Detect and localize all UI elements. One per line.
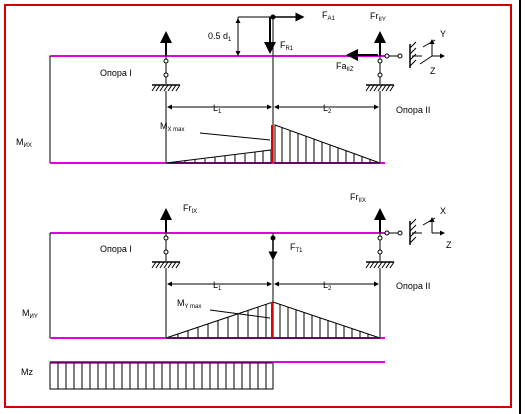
svg-text:FrIIY: FrIIY — [370, 11, 386, 23]
svg-text:L1: L1 — [213, 103, 222, 115]
l2-sub-bottom: 2 — [328, 286, 332, 292]
support-2-label-top: Опора II — [396, 105, 430, 115]
mxmax-sub: X max — [168, 127, 185, 133]
support-1-label-top: Опора I — [100, 68, 132, 78]
support-1-bottom-symbol — [151, 233, 181, 269]
half-d-sub: 1 — [228, 37, 232, 43]
l1-label-bottom: L — [213, 280, 218, 290]
fr2x-label: Fr — [350, 192, 359, 202]
mix-right-triangle — [274, 124, 381, 164]
fr1x-sub: IX — [192, 209, 198, 215]
right-border-line — [519, 0, 521, 414]
ft1-label: F — [290, 242, 296, 252]
svg-text:L1: L1 — [213, 280, 222, 292]
fa1-label: F — [322, 10, 328, 20]
l1-label-top: L — [213, 103, 218, 113]
svg-text:L2: L2 — [323, 103, 332, 115]
svg-text:L2: L2 — [323, 280, 332, 292]
miy-hatching — [177, 304, 369, 338]
axes-triad-bottom — [422, 217, 445, 236]
fr2y-label: Fr — [370, 11, 379, 21]
mxmax-leader — [199, 132, 271, 141]
svg-text:FT1: FT1 — [290, 242, 303, 254]
svg-text:FrIX: FrIX — [183, 203, 197, 215]
miy-label: M — [22, 308, 30, 318]
svg-text:MX max: MX max — [160, 121, 185, 133]
fr2y-sub: IIY — [379, 17, 386, 23]
fixed-end-top — [384, 41, 422, 68]
fr2x-sub: IIX — [359, 198, 366, 204]
mymax-label: M — [177, 298, 185, 308]
bottom-section: FT1 FrIX Опора I FrIIX Опора II — [22, 192, 452, 339]
support-2-label-bottom: Опора II — [396, 281, 430, 291]
svg-text:0.5 d1: 0.5 d1 — [208, 31, 232, 43]
mxmax-label: M — [160, 121, 168, 131]
svg-text:FaIIZ: FaIIZ — [336, 61, 354, 73]
fa2-sub: IIZ — [347, 67, 354, 73]
svg-text:MИX: MИX — [16, 137, 32, 149]
axes-triad-top — [419, 39, 445, 65]
mymax-sub: Y max — [185, 304, 202, 310]
fa2-label: Fa — [336, 61, 347, 71]
mz-label: Mz — [21, 367, 33, 377]
l2-label-top: L — [323, 103, 328, 113]
half-d-label: 0.5 d — [208, 31, 228, 41]
l1-sub-top: 1 — [218, 109, 222, 115]
mix-label: M — [16, 137, 24, 147]
mix-hatching — [184, 128, 371, 163]
svg-text:FrIIX: FrIIX — [350, 192, 366, 204]
mz-section: Mz — [21, 361, 385, 390]
axis-y-label: Y — [440, 29, 446, 39]
l2-label-bottom: L — [323, 280, 328, 290]
svg-text:MИY: MИY — [22, 308, 38, 320]
fa1-sub: A1 — [328, 16, 336, 22]
fr1-label: F — [280, 40, 286, 50]
axis-z-label-top: Z — [430, 66, 436, 76]
support-2-bottom-symbol — [365, 233, 395, 269]
fr1x-label: Fr — [183, 203, 192, 213]
miy-sub: ИY — [30, 314, 38, 320]
diagram-frame — [4, 4, 512, 408]
fr1-sub: R1 — [286, 46, 294, 52]
support-2-top-symbol — [365, 56, 395, 92]
svg-text:FR1: FR1 — [280, 40, 294, 52]
mz-hatching — [57, 363, 267, 389]
axis-x-label: X — [440, 206, 446, 216]
top-section: FA1 0.5 d1 FR1 Опора I FrIIY Оп — [16, 10, 446, 164]
l1-sub-bottom: 1 — [218, 286, 222, 292]
svg-text:FA1: FA1 — [322, 10, 336, 22]
fixed-end-bottom — [384, 218, 422, 245]
support-1-top-symbol — [151, 56, 181, 92]
support-1-label-bottom: Опора I — [100, 244, 132, 254]
mix-sub: ИX — [24, 143, 32, 149]
axis-z-label-bottom: Z — [446, 240, 452, 250]
ft1-sub: T1 — [296, 248, 304, 254]
mymax-leader — [209, 309, 271, 319]
svg-text:MY max: MY max — [177, 298, 201, 310]
l2-sub-top: 2 — [328, 109, 332, 115]
